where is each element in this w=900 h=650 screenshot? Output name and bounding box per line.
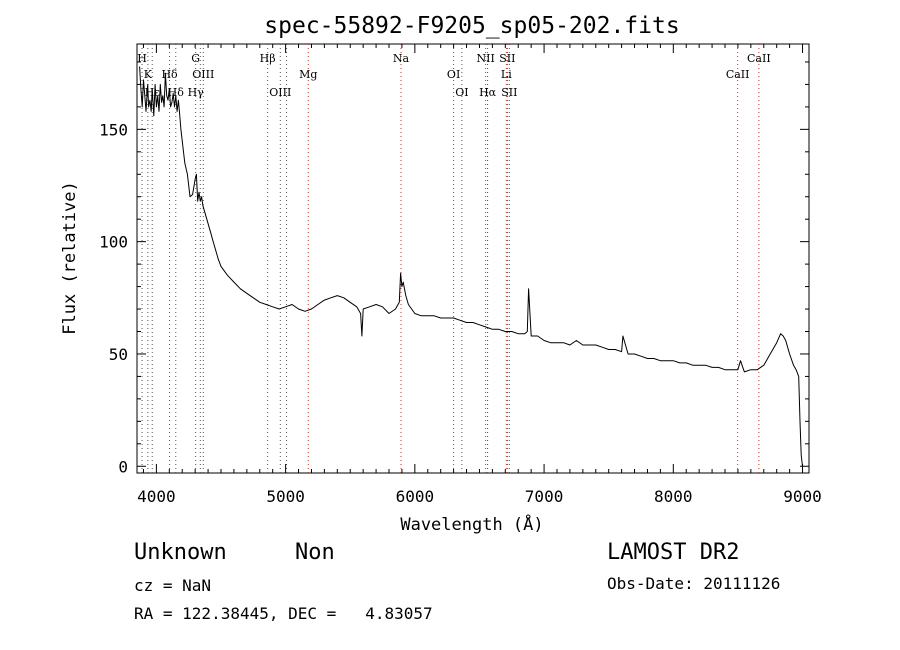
marker-label: NII xyxy=(477,52,495,65)
marker-lines xyxy=(141,44,760,473)
x-tick-label: 4000 xyxy=(137,487,176,506)
marker-label: Hδ xyxy=(168,86,185,99)
y-axis-label: Flux (relative) xyxy=(60,181,80,335)
x-tick-label: 6000 xyxy=(396,487,435,506)
marker-label: SII xyxy=(499,52,515,65)
marker-label: Hγ xyxy=(188,86,205,99)
y-tick-label: 150 xyxy=(99,120,128,139)
x-tick-label: 9000 xyxy=(783,487,822,506)
marker-label: Mg xyxy=(299,68,317,81)
redshift-label: cz = NaN xyxy=(134,576,212,595)
x-tick-label: 7000 xyxy=(525,487,564,506)
marker-label: CaII xyxy=(747,52,771,65)
marker-label: SII xyxy=(501,86,517,99)
marker-label: Na xyxy=(393,52,410,65)
spectrum-line xyxy=(139,66,803,467)
class-label: Unknown xyxy=(134,540,227,565)
survey-label: LAMOST DR2 xyxy=(607,540,740,565)
y-tick-label: 50 xyxy=(109,345,128,364)
chart-title: spec-55892-F9205_sp05-202.fits xyxy=(264,13,679,39)
x-axis-label: Wavelength (Å) xyxy=(400,513,543,535)
axes: 4000 5000 6000 7000 8000 9000 0 50 100 150 xyxy=(99,44,822,506)
x-tick-label: 5000 xyxy=(266,487,305,506)
y-tick-label: 0 xyxy=(118,457,128,476)
marker-label: Hδ xyxy=(161,68,178,81)
x-tick-label: 8000 xyxy=(654,487,693,506)
marker-label: OIII xyxy=(269,86,291,99)
marker-label: H xyxy=(137,52,147,65)
marker-label: OI xyxy=(455,86,468,99)
subclass-label: Non xyxy=(295,540,335,565)
marker-labels: HKHεHδHδGHγOIIIHβOIIIMgNaOIOINIIHαLiSIIS… xyxy=(137,52,770,99)
y-tick-label: 100 xyxy=(99,233,128,252)
marker-label: Hα xyxy=(479,86,497,99)
marker-label: Hβ xyxy=(260,52,276,65)
plot-frame xyxy=(136,43,810,474)
marker-label: OIII xyxy=(192,68,214,81)
coordinates-label: RA = 122.38445, DEC = 4.83057 xyxy=(134,604,433,623)
obs-date-label: Obs-Date: 20111126 xyxy=(607,574,781,593)
marker-label: K xyxy=(144,68,153,81)
marker-label: OI xyxy=(447,68,460,81)
marker-label: G xyxy=(191,52,200,65)
marker-label: Li xyxy=(501,68,512,81)
marker-label: CaII xyxy=(726,68,750,81)
